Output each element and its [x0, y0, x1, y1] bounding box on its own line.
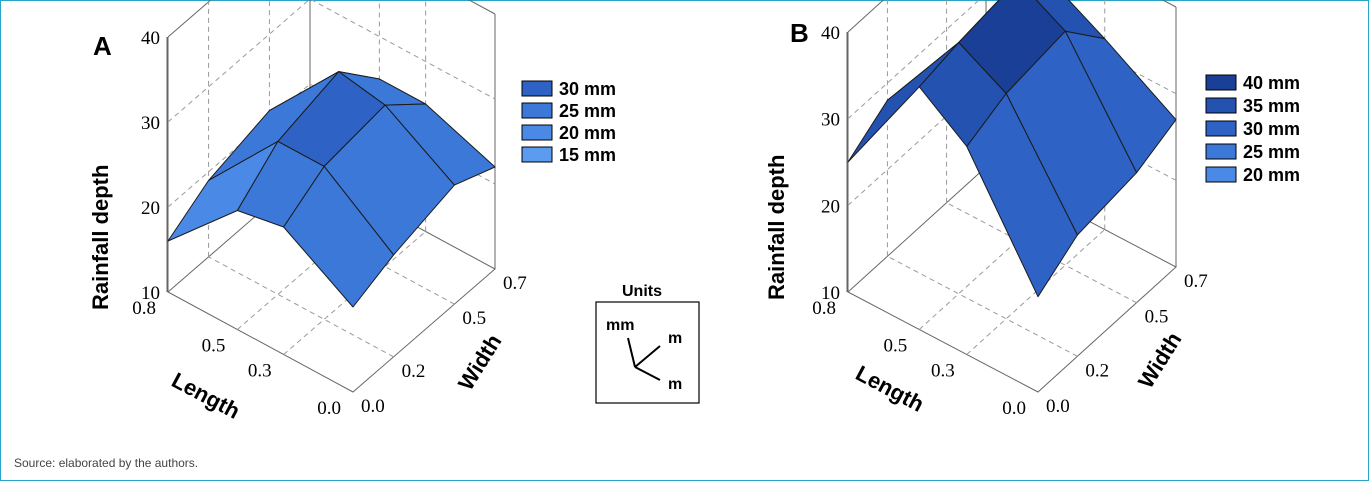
z-axis-title: Rainfall depth	[88, 165, 113, 310]
legend-label: 20 mm	[1243, 165, 1300, 185]
units-box: Units mm m m	[595, 283, 700, 404]
units-z-axis	[627, 337, 636, 368]
x-axis-title: Length	[852, 360, 928, 416]
length-tick-label: 0.8	[132, 298, 156, 319]
legend-swatch	[1205, 120, 1237, 137]
legend-swatch	[1205, 97, 1237, 114]
width-tick-label: 0.0	[361, 396, 385, 417]
chart-panel-a: A 40 30 20 10 0.8 0.5 0.3 0.0 0.0 0.2 0.5 0.7 Rai…	[88, 0, 616, 424]
legend-swatch	[1205, 166, 1237, 183]
surface-a	[167, 71, 496, 308]
legend-label: 15 mm	[559, 145, 616, 165]
x-axis-title: Length	[168, 367, 244, 423]
surface-b	[847, 0, 1177, 298]
box-edge	[468, 0, 496, 15]
legend-label: 35 mm	[1243, 96, 1300, 116]
gridline	[208, 256, 394, 358]
length-tick-label: 0.0	[317, 398, 341, 419]
units-x-label: m	[668, 376, 682, 393]
units-y-label: m	[668, 330, 682, 347]
z-axis-title: Rainfall depth	[764, 155, 789, 300]
box-edge	[167, 0, 212, 38]
legend-swatch	[521, 146, 553, 163]
width-tick-label: 0.2	[1085, 360, 1109, 381]
width-tick-label: 0.0	[1046, 396, 1070, 417]
legend-swatch	[521, 102, 553, 119]
chart-panel-b: B 40 30 20 10 0.8 0.5 0.3 0.0 0.0 0.2 0.5 0.7 Rai…	[764, 0, 1300, 419]
width-tick-label: 0.7	[1184, 271, 1208, 292]
z-tick-labels-a: 40 30 20 10	[141, 28, 160, 304]
legend-b: 40 mm 35 mm 30 mm 25 mm 20 mm	[1205, 73, 1300, 185]
z-tick-label: 10	[821, 283, 840, 304]
surface-cell	[283, 165, 395, 308]
length-tick-label: 0.5	[884, 336, 908, 357]
legend-label: 25 mm	[559, 101, 616, 121]
width-tick-label: 0.2	[402, 361, 426, 382]
units-box-border	[595, 301, 700, 404]
legend-swatch	[1205, 143, 1237, 160]
surface-cell	[966, 93, 1078, 298]
source-note: Source: elaborated by the authors.	[14, 456, 199, 470]
legend-swatch	[521, 124, 553, 141]
panel-letter: A	[93, 31, 112, 61]
length-tick-label: 0.8	[812, 298, 836, 319]
length-tick-label: 0.5	[202, 336, 226, 357]
width-tick-labels-a: 0.0 0.2 0.5 0.7	[361, 273, 527, 417]
legend-label: 40 mm	[1243, 73, 1300, 93]
z-tick-label: 40	[821, 23, 840, 44]
z-tick-label: 30	[821, 110, 840, 131]
z-tick-label: 20	[141, 198, 160, 219]
length-tick-labels-a: 0.8 0.5 0.3 0.0	[132, 298, 341, 419]
width-tick-label: 0.5	[462, 308, 486, 329]
units-z-label: mm	[606, 317, 634, 334]
units-title: Units	[622, 283, 662, 300]
gridline	[167, 0, 496, 123]
units-x-axis	[634, 366, 661, 381]
y-axis-title: Width	[453, 330, 506, 395]
panel-letter: B	[790, 18, 809, 48]
z-tick-label: 30	[141, 113, 160, 134]
y-axis-title: Width	[1133, 328, 1186, 393]
legend-swatch	[1205, 74, 1237, 91]
legend-swatch	[521, 80, 553, 97]
length-tick-label: 0.3	[248, 361, 272, 382]
length-tick-label: 0.0	[1002, 398, 1026, 419]
z-tick-label: 40	[141, 28, 160, 49]
width-tick-labels-b: 0.0 0.2 0.5 0.7	[1046, 271, 1208, 417]
length-tick-label: 0.3	[931, 361, 955, 382]
units-y-axis	[634, 345, 661, 368]
width-tick-label: 0.7	[503, 273, 527, 294]
length-tick-labels-b: 0.8 0.5 0.3 0.0	[812, 298, 1026, 419]
legend-label: 25 mm	[1243, 142, 1300, 162]
z-tick-label: 20	[821, 196, 840, 217]
z-tick-labels-b: 40 30 20 10	[821, 23, 840, 304]
width-tick-label: 0.5	[1145, 307, 1169, 328]
legend-label: 20 mm	[559, 123, 616, 143]
box-edge	[847, 0, 885, 33]
legend-label: 30 mm	[559, 79, 616, 99]
legend-label: 30 mm	[1243, 119, 1300, 139]
z-tick-label: 10	[141, 283, 160, 304]
